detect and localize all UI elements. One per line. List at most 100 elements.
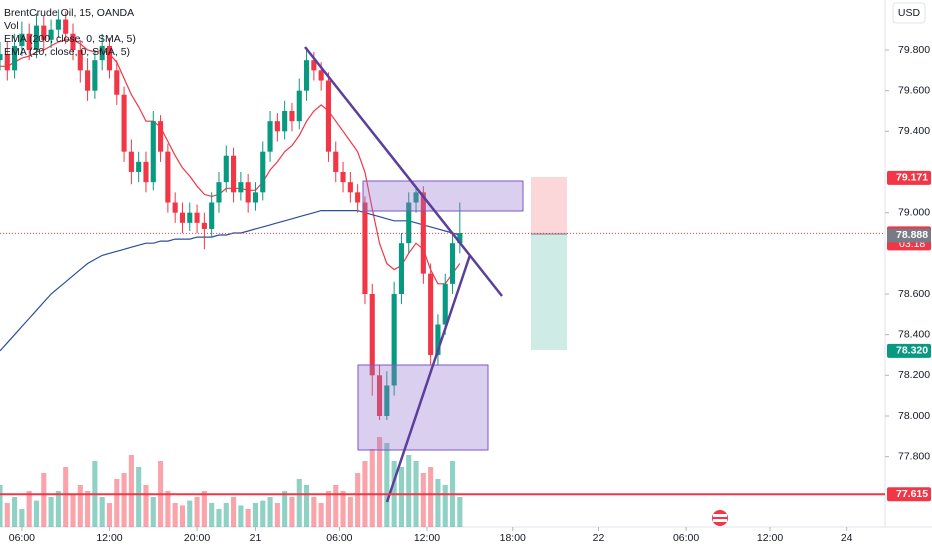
volume-bar <box>406 455 412 527</box>
legend-line: EMA (200, close, 0, SMA, 5) <box>4 33 136 45</box>
candle-body <box>63 19 69 34</box>
volume-bar <box>398 467 404 527</box>
x-tick-label: 12:00 <box>757 532 783 544</box>
event-flag-stripe <box>713 519 727 522</box>
candle-body <box>435 324 441 355</box>
volume-bar <box>420 473 426 527</box>
y-tick-label: 78.200 <box>898 369 930 381</box>
candle-body <box>274 121 280 132</box>
candle-body <box>355 192 361 203</box>
candle-body <box>172 202 178 213</box>
price-label: 79.171 <box>896 172 928 184</box>
event-flag-stripe <box>713 514 727 517</box>
volume-bar <box>85 491 91 527</box>
volume-bar <box>150 497 156 527</box>
volume-bar <box>187 500 193 527</box>
candle-body <box>121 94 127 152</box>
candle-body <box>179 212 186 223</box>
trend-line <box>385 254 472 503</box>
candle-body <box>413 192 419 203</box>
volume-bar <box>384 443 390 527</box>
volume-bar <box>355 473 361 527</box>
y-tick-label: 79.000 <box>898 206 930 218</box>
volume-bar <box>223 503 229 527</box>
price-label: 78.888 <box>896 229 928 241</box>
candle-body <box>318 70 324 81</box>
candle-body <box>296 90 302 122</box>
volume-bar <box>252 503 259 527</box>
candle-body <box>238 182 244 193</box>
candle-body <box>252 192 259 203</box>
candle-body <box>70 33 76 51</box>
y-tick-label: 79.800 <box>898 44 930 56</box>
candle-body <box>201 222 207 229</box>
candle-layer <box>0 9 463 421</box>
currency: USD <box>898 7 921 19</box>
volume-bar <box>260 500 266 527</box>
volume-bar <box>296 479 302 527</box>
volume-bar <box>340 491 346 527</box>
price-label-box <box>887 170 931 185</box>
candle-body <box>187 212 193 223</box>
candle-body <box>376 375 383 416</box>
event-flag[interactable] <box>712 510 728 526</box>
x-tick-label: 22 <box>593 532 605 544</box>
price-label: 77.615 <box>896 488 928 500</box>
candle-body <box>194 212 200 223</box>
legend-line: EMA (20, close, 0, SMA, 5) <box>4 46 130 58</box>
candle-body <box>369 293 375 376</box>
volume-bar <box>347 497 353 527</box>
volume-bar <box>457 497 463 527</box>
volume-bar <box>369 449 375 527</box>
volume-bar <box>238 505 244 527</box>
candle-body <box>362 202 368 294</box>
volume-bar <box>55 491 61 527</box>
volume-bar <box>311 497 317 527</box>
legend-line: Vol <box>4 20 19 32</box>
candle-body <box>106 45 113 71</box>
volume-bar <box>442 485 448 527</box>
volume-bar <box>376 437 383 527</box>
indicator-line <box>0 210 460 352</box>
volume-bar <box>99 497 105 527</box>
candle-body <box>457 233 463 244</box>
volume-bar <box>0 485 3 527</box>
candle-body <box>150 121 156 183</box>
candle-body <box>304 60 310 91</box>
volume-bar <box>4 503 10 527</box>
candle-body <box>33 25 40 51</box>
candle-body <box>41 25 47 40</box>
volume-bar <box>274 503 280 527</box>
rectangle-drawing <box>362 180 524 212</box>
x-tick-label: 06:00 <box>326 532 352 544</box>
volume-bar <box>289 497 295 527</box>
price-label: 78.320 <box>896 345 928 357</box>
candle-body <box>77 50 83 71</box>
x-tick-label: 06:00 <box>673 532 699 544</box>
price-label-box <box>887 487 931 502</box>
currency-button[interactable] <box>892 2 926 24</box>
volume-bar <box>325 491 332 527</box>
position-stop <box>531 177 567 234</box>
candle-body <box>55 19 61 30</box>
volume-bar <box>318 503 324 527</box>
candle-body <box>311 60 317 71</box>
volume-bar <box>201 491 207 527</box>
y-tick-label: 79.600 <box>898 84 930 96</box>
candle-body <box>428 273 434 355</box>
volume-bar <box>143 485 149 527</box>
x-tick-label: 12:00 <box>414 532 440 544</box>
candle-body <box>442 283 448 325</box>
candle-body <box>340 172 346 183</box>
candle-body <box>406 202 412 244</box>
y-tick-label: 78.600 <box>898 288 930 300</box>
candle-body <box>391 293 397 386</box>
candle-body <box>19 33 25 46</box>
volume-bar <box>121 473 127 527</box>
volume-bar <box>216 509 222 527</box>
x-tick-label: 24 <box>841 532 853 544</box>
candle-body <box>282 111 288 132</box>
candle-body <box>260 151 266 193</box>
volume-bar <box>63 467 69 527</box>
